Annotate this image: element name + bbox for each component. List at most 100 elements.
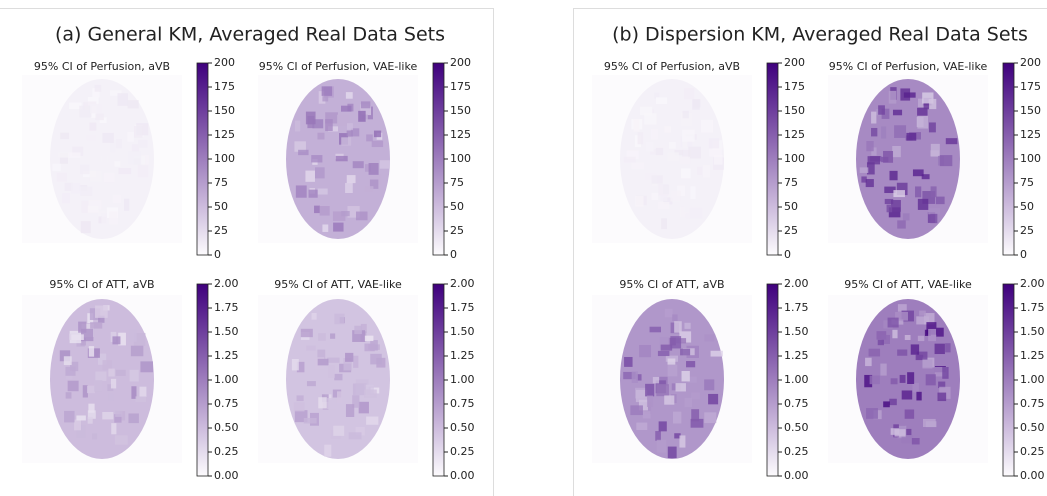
brain-pixel: [349, 432, 362, 439]
colorbar-tick-label: 0.75: [1020, 397, 1045, 410]
colorbar-tick-label: 200: [450, 56, 471, 69]
brain-pixel: [686, 361, 695, 367]
brain-pixel: [658, 202, 669, 209]
brain-pixel: [314, 206, 320, 213]
brain-pixel: [90, 322, 102, 328]
colorbar-tick-label: 1.50: [214, 325, 239, 338]
brain-pixel: [297, 395, 304, 401]
colorbar-tick-label: 75: [450, 176, 464, 189]
brain-pixel: [644, 113, 656, 124]
brain-pixel: [88, 417, 93, 424]
colorbar-tick-label: 25: [450, 224, 464, 237]
brain-pixel: [664, 126, 671, 133]
subplot-title: 95% CI of ATT, VAE-like: [844, 278, 972, 291]
brain-pixel: [902, 390, 913, 399]
brain-pixel: [704, 412, 716, 423]
brain-pixel: [57, 173, 67, 182]
colorbar-tick-label: 100: [450, 152, 471, 165]
brain-pixel: [924, 103, 930, 109]
colorbar-tick-label: 75: [784, 176, 798, 189]
colorbar-tick-label: 50: [1020, 200, 1034, 213]
brain-pixel: [645, 384, 654, 397]
brain-pixel: [66, 392, 72, 398]
brain-pixel: [682, 141, 687, 148]
colorbar-tick-label: 1.50: [784, 325, 809, 338]
brain-pixel: [102, 412, 113, 419]
brain-pixel: [315, 167, 325, 178]
brain-pixel: [922, 359, 932, 368]
brain-pixel: [928, 208, 940, 214]
brain-pixel: [900, 375, 906, 383]
brain-pixel: [365, 186, 374, 192]
colorbar-tick-label: 1.25: [784, 349, 809, 362]
brain-pixel: [127, 132, 134, 142]
brain-pixel: [101, 213, 107, 224]
brain-pixel: [690, 208, 702, 219]
brain-pixel: [113, 195, 121, 203]
brain-pixel: [682, 130, 695, 142]
brain-pixel: [318, 189, 328, 195]
brain-pixel: [624, 357, 632, 367]
brain-pixel: [866, 179, 874, 187]
brain-pixel: [703, 165, 710, 177]
brain-pixel: [354, 326, 362, 334]
brain-pixel: [635, 196, 643, 207]
subplot-title: 95% CI of Perfusion, aVB: [604, 60, 740, 73]
brain-pixel: [370, 354, 382, 365]
colorbar-tick-label: 0.25: [784, 445, 809, 458]
brain-pixel: [322, 96, 328, 101]
brain-pixel: [893, 190, 905, 197]
brain-pixel: [704, 379, 714, 390]
brain-pixel: [889, 91, 897, 104]
brain-pixel: [912, 438, 920, 444]
brain-pixel: [361, 101, 370, 108]
brain-pixel: [318, 397, 326, 408]
brain-pixel: [128, 151, 141, 164]
brain-pixel: [887, 205, 893, 213]
brain-pixel: [86, 135, 96, 141]
brain-pixel: [905, 335, 911, 340]
brain-pixel: [658, 351, 669, 356]
colorbar-tick-label: 175: [784, 80, 805, 93]
brain-pixel: [685, 398, 692, 407]
brain-pixel: [295, 121, 300, 132]
colorbar-tick-label: 1.75: [1020, 301, 1045, 314]
brain-pixel: [309, 190, 318, 198]
brain-pixel: [356, 212, 368, 221]
brain-pixel: [132, 144, 139, 151]
brain-pixel: [860, 167, 869, 173]
brain-pixel: [346, 404, 354, 417]
brain-pixel: [88, 206, 99, 213]
brain-pixel: [684, 323, 690, 329]
brain-pixel: [78, 322, 86, 333]
brain-pixel: [304, 418, 317, 424]
brain-pixel: [679, 435, 685, 447]
brain-pixel: [71, 334, 84, 340]
brain-pixel: [903, 213, 910, 220]
brain-pixel: [95, 85, 102, 92]
brain-pixel: [108, 394, 113, 401]
brain-pixel: [664, 395, 674, 404]
brain-pixel: [890, 171, 898, 180]
brain-pixel: [65, 367, 75, 376]
brain-pixel: [866, 141, 873, 151]
brain-pixel: [64, 411, 74, 423]
brain-pixel: [95, 114, 103, 121]
brain-pixel: [878, 105, 885, 114]
brain-pixel: [358, 111, 365, 122]
brain-pixel: [684, 206, 691, 212]
brain-pixel: [90, 171, 102, 182]
brain-pixel: [897, 220, 906, 228]
brain-pixel: [624, 157, 636, 163]
brain-pixel: [681, 169, 691, 179]
brain-pixel: [674, 321, 682, 333]
colorbar-tick-label: 2.00: [214, 277, 239, 290]
panel-title: (a) General KM, Averaged Real Data Sets: [55, 24, 445, 46]
brain-pixel: [711, 351, 723, 357]
brain-pixel: [916, 392, 921, 401]
colorbar-tick-label: 50: [214, 200, 228, 213]
brain-pixel: [935, 344, 945, 354]
brain-pixel: [676, 383, 686, 391]
brain-pixel: [369, 163, 379, 175]
colorbar-tick-label: 50: [450, 200, 464, 213]
